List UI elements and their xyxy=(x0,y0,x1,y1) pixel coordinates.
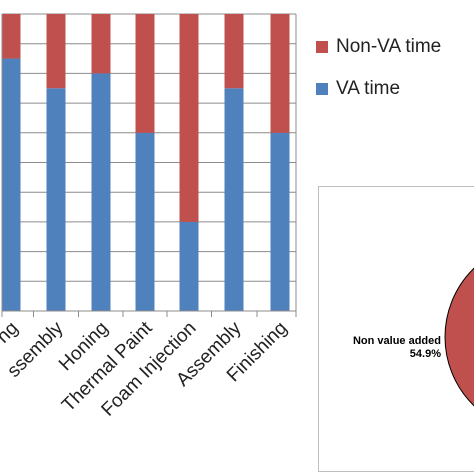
bar-va-time-honing xyxy=(91,73,111,312)
legend-swatch-va xyxy=(316,83,328,95)
bar-non-va-time-thermal-paint xyxy=(135,14,155,133)
bar-va-time-cleaning xyxy=(1,58,21,311)
pie-label-name: Non value added xyxy=(352,335,441,347)
legend-swatch-non-va xyxy=(316,41,328,53)
bar-va-time-assembly xyxy=(224,88,244,311)
bars xyxy=(1,14,290,312)
legend-item-non-va: Non-VA time xyxy=(316,34,466,60)
pie-slice-label: Non value added 54.9% xyxy=(319,335,441,361)
pie-slice-non-value-added xyxy=(444,267,474,407)
bar-non-va-time-foam-injection xyxy=(179,14,199,222)
bar-va-time-finishing xyxy=(270,132,290,311)
pie-chart xyxy=(444,267,474,407)
legend: Non-VA time VA time xyxy=(316,34,466,118)
pie-label-percent: 54.9% xyxy=(409,348,441,360)
x-tick-label: ng xyxy=(0,318,23,348)
bar-va-time-thermal-paint xyxy=(135,132,155,311)
bar-non-va-time-assembly xyxy=(224,14,244,89)
legend-label-non-va: Non-VA time xyxy=(336,36,442,57)
bar-va-time-sub-assembly xyxy=(46,88,66,311)
legend-label-va: VA time xyxy=(336,78,401,99)
bar-non-va-time-cleaning xyxy=(1,14,21,59)
pie-chart-panel: Non value added 54.9% xyxy=(318,186,474,472)
axes xyxy=(1,14,297,317)
bar-va-time-foam-injection xyxy=(179,221,199,311)
bar-non-va-time-sub-assembly xyxy=(46,14,66,89)
bar-non-va-time-honing xyxy=(91,14,111,74)
legend-item-va: VA time xyxy=(316,76,466,102)
bar-non-va-time-finishing xyxy=(270,14,290,133)
